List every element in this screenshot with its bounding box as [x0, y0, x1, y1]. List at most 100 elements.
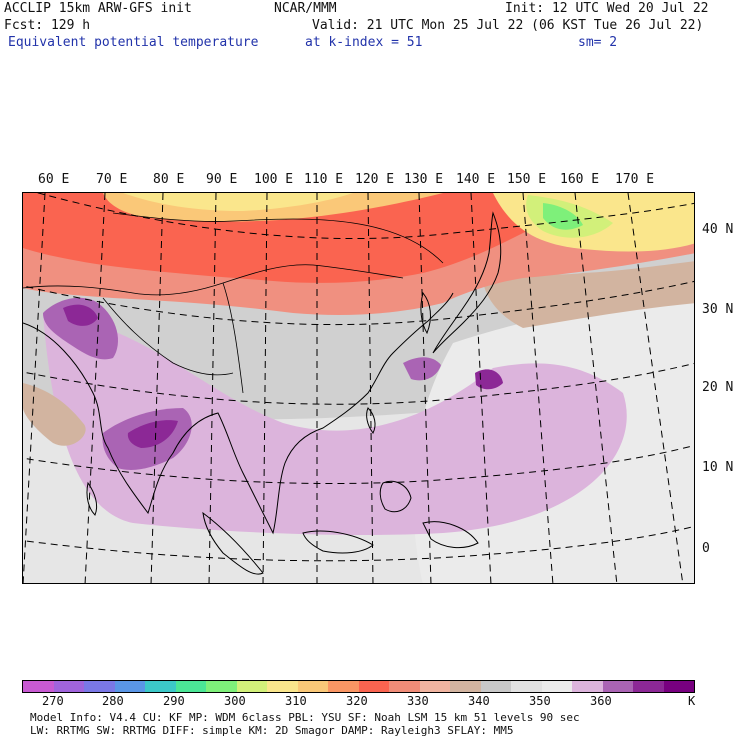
- lon-line: [84, 193, 106, 583]
- coastlines: [23, 211, 502, 575]
- map-panel: [22, 192, 695, 584]
- coastline-srilanka: [86, 481, 98, 516]
- field-name: Equivalent potential temperature: [8, 35, 259, 50]
- colorbar-tick-label: 330: [407, 694, 429, 708]
- coastline-asia: [23, 292, 454, 535]
- colorbar-swatch: [602, 681, 633, 692]
- lon-label: 60 E: [38, 172, 70, 187]
- field-region-lavender: [43, 313, 627, 535]
- colorbar-swatch: [450, 681, 481, 692]
- border-line: [112, 212, 444, 264]
- forecast-hour: Fcst: 129 h: [4, 18, 91, 33]
- model-title: ACCLIP 15km ARW-GFS init: [4, 1, 192, 16]
- colorbar-swatch: [663, 681, 694, 692]
- field-region-purple-dark-india: [127, 420, 178, 448]
- colorbar-tick-label: 310: [285, 694, 307, 708]
- lat-line: [23, 444, 694, 484]
- level-label: at k-index = 51: [305, 35, 423, 50]
- coastline-borneo: [302, 530, 374, 554]
- colorbar-tick-label: 280: [102, 694, 124, 708]
- model-info-line2: LW: RRTMG SW: RRTMG DIFF: simple KM: 2D …: [30, 724, 514, 737]
- lat-label: 40 N: [702, 222, 734, 237]
- colorbar-tick-label: 350: [529, 694, 551, 708]
- colorbar-tick-label: 300: [224, 694, 246, 708]
- colorbar-tick-label: 270: [42, 694, 64, 708]
- lon-label: 100 E: [254, 172, 294, 187]
- lat-line: [23, 525, 694, 562]
- init-time: Init: 12 UTC Wed 20 Jul 22: [505, 1, 709, 16]
- field-region-purple-pacific: [475, 369, 503, 390]
- colorbar-unit: K: [688, 694, 696, 708]
- lon-line: [574, 193, 618, 583]
- colorbar-tick-label: 320: [346, 694, 368, 708]
- colorbar-swatch: [236, 681, 267, 692]
- lon-line: [470, 193, 492, 583]
- lon-label: 90 E: [206, 172, 238, 187]
- field-region-tan: [23, 343, 86, 446]
- colorbar-swatch: [572, 681, 603, 692]
- colorbar: [22, 680, 695, 693]
- colorbar-swatch: [297, 681, 328, 692]
- lon-label: 170 E: [615, 172, 655, 187]
- smoothing-label: sm= 2: [578, 35, 618, 50]
- valid-time: Valid: 21 UTC Mon 25 Jul 22 (06 KST Tue …: [312, 18, 704, 33]
- lat-label: 10 N: [702, 460, 734, 475]
- colorbar-swatch: [84, 681, 115, 692]
- colorbar-swatch: [175, 681, 206, 692]
- colorbar-tick-label: 360: [590, 694, 612, 708]
- lon-label: 130 E: [404, 172, 444, 187]
- theta-e-field-map: [23, 193, 694, 583]
- lat-label: 20 N: [702, 380, 734, 395]
- colorbar-swatch: [114, 681, 145, 692]
- colorbar-swatch: [145, 681, 176, 692]
- border-line: [222, 282, 244, 394]
- border-line: [102, 297, 234, 376]
- colorbar-swatch: [389, 681, 420, 692]
- lat-label: 0: [702, 541, 710, 556]
- border-line: [23, 264, 404, 296]
- lon-label: 160 E: [560, 172, 600, 187]
- coastline-korea: [420, 291, 431, 335]
- institution-label: NCAR/MMM: [274, 1, 337, 16]
- colorbar-swatch: [511, 681, 542, 692]
- lon-line: [23, 193, 46, 583]
- colorbar-tick-label: 340: [468, 694, 490, 708]
- lon-line: [208, 193, 217, 583]
- colorbar-swatch: [53, 681, 84, 692]
- coastline-taiwan: [366, 407, 376, 434]
- lat-line: [23, 362, 694, 405]
- field-region-tan-north: [482, 261, 694, 328]
- colorbar-swatch: [480, 681, 511, 692]
- lat-label: 30 N: [702, 302, 734, 317]
- coastline-philippines: [379, 480, 412, 513]
- lon-line: [627, 193, 684, 583]
- graticule: [23, 193, 694, 583]
- lon-line: [522, 193, 554, 583]
- lon-label: 70 E: [96, 172, 128, 187]
- lat-line: [23, 280, 694, 326]
- coastline-japan: [432, 211, 502, 354]
- colorbar-swatch: [267, 681, 298, 692]
- lon-label: 120 E: [355, 172, 395, 187]
- colorbar-swatch: [206, 681, 237, 692]
- field-region-purple-dark-nw: [63, 304, 98, 326]
- lon-label: 110 E: [304, 172, 344, 187]
- lon-label: 140 E: [456, 172, 496, 187]
- coastline-sumatra: [202, 511, 264, 575]
- lon-line: [150, 193, 164, 583]
- colorbar-swatch: [328, 681, 359, 692]
- lon-label: 80 E: [153, 172, 185, 187]
- model-info-line1: Model Info: V4.4 CU: KF MP: WDM 6class P…: [30, 711, 580, 724]
- colorbar-tick-label: 290: [163, 694, 185, 708]
- coastline-sulawesi: [422, 521, 479, 549]
- lon-line: [418, 193, 432, 583]
- country-borders: [23, 212, 444, 394]
- lon-label: 150 E: [507, 172, 547, 187]
- field-region-yellow: [123, 193, 353, 211]
- colorbar-swatch: [633, 681, 664, 692]
- lon-line: [262, 193, 268, 583]
- colorbar-swatch: [419, 681, 450, 692]
- colorbar-swatch: [358, 681, 389, 692]
- colorbar-swatch: [23, 681, 54, 692]
- colorbar-swatch: [541, 681, 572, 692]
